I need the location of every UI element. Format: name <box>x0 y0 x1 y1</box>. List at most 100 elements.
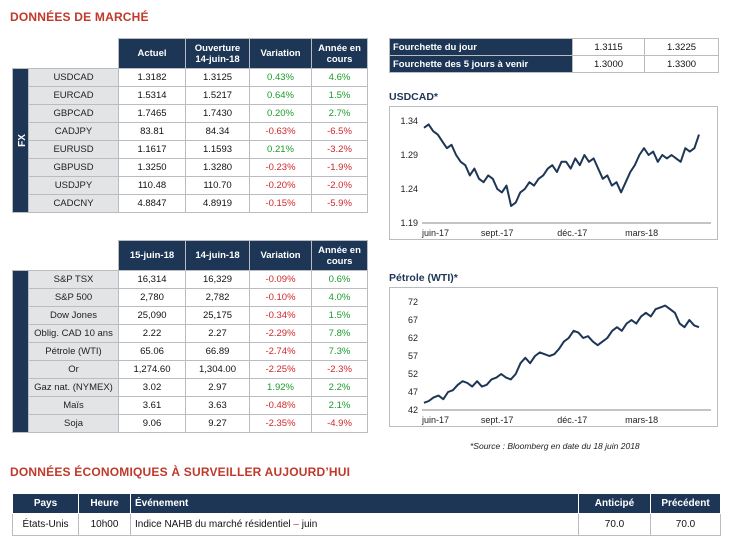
other-cell-variation: -2.29% <box>249 324 312 343</box>
wti-chart: 72 67 62 57 52 47 42 juin-17 sept.-17 déc.-17 mars… <box>389 287 718 427</box>
fx-cell-ouverture: 1.5217 <box>185 86 250 105</box>
other-cell-annee: 7.3% <box>311 342 368 361</box>
fx-row: CADJPY 83.81 84.34 -0.63% -6.5% <box>13 122 368 141</box>
fx-cell-ouverture: 4.8919 <box>185 194 250 213</box>
fx-row: USDJPY 110.48 110.70 -0.20% -2.0% <box>13 176 368 195</box>
other-row-label: Dow Jones <box>28 306 119 325</box>
other-cell-c2: 16,329 <box>185 270 250 289</box>
fx-header-ouverture: Ouverture 14-juin-18 <box>185 38 250 69</box>
fx-row-label: CADJPY <box>28 122 119 141</box>
other-header-col1: 15-juin-18 <box>118 240 186 271</box>
fx-header-variation: Variation <box>249 38 312 69</box>
x-tick-label: mars-18 <box>625 228 658 238</box>
range-5day-high: 1.3300 <box>644 55 719 73</box>
fx-row-label: GBPUSD <box>28 158 119 177</box>
fx-side-label-text: FX <box>16 134 28 147</box>
other-cell-variation: -2.25% <box>249 360 312 379</box>
other-row: Pétrole (WTI) 65.06 66.89 -2.74% 7.3% <box>13 342 368 361</box>
x-tick-label: juin-17 <box>421 228 449 238</box>
other-side-label: Autres marchés <box>12 270 29 433</box>
fx-row: EURCAD 1.5314 1.5217 0.64% 1.5% <box>13 86 368 105</box>
eco-header-pays: Pays <box>12 493 79 514</box>
other-cell-annee: 0.6% <box>311 270 368 289</box>
other-row-label: Gaz nat. (NYMEX) <box>28 378 119 397</box>
fx-cell-actuel: 110.48 <box>118 176 186 195</box>
eco-evenement: Indice NAHB du marché résidentiel – juin <box>130 513 579 536</box>
eco-row: États-Unis 10h00 Indice NAHB du marché r… <box>12 513 721 536</box>
other-cell-c2: 1,304.00 <box>185 360 250 379</box>
fx-header-actuel: Actuel <box>118 38 186 69</box>
eco-anticipe: 70.0 <box>578 513 651 536</box>
fx-cell-variation: 0.43% <box>249 68 312 87</box>
other-cell-annee: -2.3% <box>311 360 368 379</box>
ranges-table: Fourchette du jour 1.3115 1.3225 Fourche… <box>389 38 719 73</box>
other-cell-c1: 3.61 <box>118 396 186 415</box>
other-header-col2: 14-juin-18 <box>185 240 250 271</box>
other-cell-variation: -2.74% <box>249 342 312 361</box>
y-tick-label: 57 <box>408 351 418 361</box>
fx-row-label: USDCAD <box>28 68 119 87</box>
other-row-label: Maïs <box>28 396 119 415</box>
eco-table: Pays Heure Événement Anticipé Précédent … <box>12 493 721 536</box>
fx-side-label: FX <box>12 68 29 213</box>
eco-header-heure: Heure <box>78 493 131 514</box>
other-cell-variation: 1.92% <box>249 378 312 397</box>
fx-cell-annee: -6.5% <box>311 122 368 141</box>
other-cell-c1: 2.22 <box>118 324 186 343</box>
eco-evenement-text: Indice NAHB du marché résidentiel <box>135 519 291 530</box>
other-row-label: Pétrole (WTI) <box>28 342 119 361</box>
fx-row: EURUSD 1.1617 1.1593 0.21% -3.2% <box>13 140 368 159</box>
usdcad-chart-title: USDCAD* <box>389 91 439 103</box>
eco-evenement-dash: – <box>290 519 302 530</box>
fx-cell-actuel: 1.7465 <box>118 104 186 123</box>
other-cell-c1: 1,274.60 <box>118 360 186 379</box>
fx-cell-ouverture: 1.3280 <box>185 158 250 177</box>
fx-cell-annee: 2.7% <box>311 104 368 123</box>
fx-cell-variation: -0.20% <box>249 176 312 195</box>
fx-cell-actuel: 83.81 <box>118 122 186 141</box>
fx-cell-annee: -1.9% <box>311 158 368 177</box>
other-cell-annee: 2.2% <box>311 378 368 397</box>
other-cell-c1: 16,314 <box>118 270 186 289</box>
fx-cell-annee: -3.2% <box>311 140 368 159</box>
fx-header-annee: Année en cours <box>311 38 368 69</box>
fx-cell-actuel: 4.8847 <box>118 194 186 213</box>
fx-row-label: EURUSD <box>28 140 119 159</box>
other-row-label: S&P 500 <box>28 288 119 307</box>
other-cell-variation: -0.34% <box>249 306 312 325</box>
eco-header-evenement: Événement <box>130 493 579 514</box>
other-header-variation: Variation <box>249 240 312 271</box>
other-cell-c2: 9.27 <box>185 414 250 433</box>
series-line <box>423 123 700 207</box>
x-tick-label: déc.-17 <box>557 415 587 425</box>
range-day-high: 1.3225 <box>644 38 719 56</box>
fx-row-label: CADCNY <box>28 194 119 213</box>
fx-cell-annee: 4.6% <box>311 68 368 87</box>
other-row: Oblig. CAD 10 ans 2.22 2.27 -2.29% 7.8% <box>13 324 368 343</box>
range-day-low: 1.3115 <box>572 38 645 56</box>
fx-table: Actuel Ouverture 14-juin-18 Variation An… <box>12 38 368 213</box>
fx-row: CADCNY 4.8847 4.8919 -0.15% -5.9% <box>13 194 368 213</box>
fx-cell-ouverture: 1.3125 <box>185 68 250 87</box>
fx-cell-actuel: 1.3250 <box>118 158 186 177</box>
fx-row: FX USDCAD 1.3182 1.3125 0.43% 4.6% <box>12 68 368 213</box>
fx-cell-variation: 0.21% <box>249 140 312 159</box>
other-cell-c2: 2.97 <box>185 378 250 397</box>
eco-header-anticipe: Anticipé <box>578 493 651 514</box>
fx-row: GBPCAD 1.7465 1.7430 0.20% 2.7% <box>13 104 368 123</box>
fx-row: GBPUSD 1.3250 1.3280 -0.23% -1.9% <box>13 158 368 177</box>
fx-cell-ouverture: 110.70 <box>185 176 250 195</box>
other-row: Or 1,274.60 1,304.00 -2.25% -2.3% <box>13 360 368 379</box>
fx-cell-ouverture: 84.34 <box>185 122 250 141</box>
fx-row-label: USDJPY <box>28 176 119 195</box>
fx-row-label: GBPCAD <box>28 104 119 123</box>
fx-row-label: EURCAD <box>28 86 119 105</box>
fx-cell-actuel: 1.5314 <box>118 86 186 105</box>
other-row: Maïs 3.61 3.63 -0.48% 2.1% <box>13 396 368 415</box>
fx-cell-variation: -0.63% <box>249 122 312 141</box>
other-row: Gaz nat. (NYMEX) 3.02 2.97 1.92% 2.2% <box>13 378 368 397</box>
other-row: Dow Jones 25,090 25,175 -0.34% 1.5% <box>13 306 368 325</box>
market-section-title: DONNÉES DE MARCHÉ <box>10 10 149 24</box>
